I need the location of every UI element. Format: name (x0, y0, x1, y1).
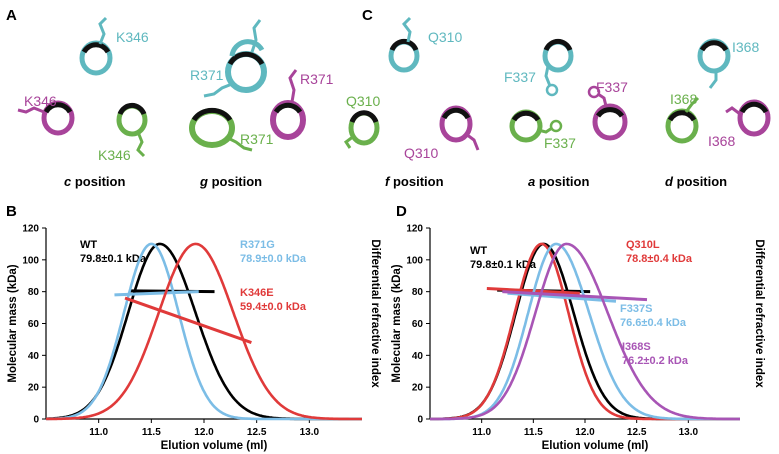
panel-letter-b: B (6, 203, 17, 220)
residue-label: F337 (504, 69, 536, 85)
residue-label: Q310 (428, 29, 462, 45)
series-name-label: WT (470, 245, 487, 257)
x-tick-label: 11.0 (89, 427, 108, 438)
series-mass-label: 76.6±0.4 kDa (620, 317, 687, 329)
y-tick-label: 0 (33, 415, 39, 426)
series-mass-label: 76.2±0.2 kDa (622, 355, 689, 367)
y-tick-label: 80 (28, 287, 40, 298)
panel-letter-a: A (6, 7, 17, 24)
y-axis-title: Molecular mass (kDa) (391, 264, 403, 382)
x-tick-label: 11.5 (524, 427, 543, 438)
y-tick-label: 80 (412, 287, 424, 298)
y-tick-label: 40 (28, 351, 40, 362)
series-name-label: K346E (240, 287, 274, 299)
y-tick-label: 100 (22, 255, 39, 266)
mass-line-r371g (114, 290, 199, 297)
series-curve-k346e (45, 242, 362, 421)
helix-c-d-top (697, 38, 731, 89)
x-tick-label: 13.0 (300, 427, 320, 438)
mass-line-i368s (502, 290, 648, 302)
residue-label: R371 (240, 131, 274, 147)
helix-a-g-left (189, 107, 253, 152)
residue-label: Q310 (404, 145, 438, 161)
panel-letter-d: D (396, 203, 407, 220)
residue-label: F337 (544, 135, 576, 151)
residue-label: K346 (98, 147, 131, 163)
helix-c-a-right (587, 85, 628, 141)
y2-axis-title: Differential refractive index (369, 239, 381, 388)
residue-label: R371 (300, 71, 334, 87)
residue-label: I368 (708, 133, 735, 149)
y-tick-label: 20 (28, 383, 40, 394)
y-tick-label: 0 (417, 415, 423, 426)
x-tick-label: 12.0 (194, 427, 214, 438)
residue-label: Q310 (346, 93, 380, 109)
helix-a-c-top (79, 16, 113, 76)
x-tick-label: 11.5 (142, 427, 161, 438)
y-axis-title: Molecular mass (kDa) (7, 264, 19, 382)
helix-c-a-left (509, 109, 563, 143)
series-name-label: F337S (620, 303, 652, 315)
x-axis-title: Elution volume (ml) (542, 440, 649, 452)
residue-label: I368 (732, 39, 759, 55)
y-tick-label: 20 (412, 383, 424, 394)
chart-b: 0 20 40 60 80 100 120 11.0 11.5 12.0 12.5 13.0 Eluti… (7, 224, 381, 453)
position-label-d: d position (665, 174, 727, 189)
series-mass-label: 59.4±0.0 kDa (240, 301, 307, 313)
y-tick-label: 120 (406, 224, 423, 235)
mass-line-f337s (507, 291, 617, 303)
series-mass-label: 78.8±0.4 kDa (626, 253, 693, 265)
helix-c-f-left (343, 110, 380, 149)
helix-c-d-right (725, 99, 771, 137)
helix-a-g-top (203, 19, 267, 98)
chart-d: 0 20 40 60 80 100 120 11.0 11.5 12.0 12.5 13.0 Eluti… (391, 224, 765, 453)
y-tick-label: 60 (28, 319, 40, 330)
position-label-f: f position (385, 174, 444, 189)
x-tick-label: 12.0 (575, 427, 595, 438)
series-name-label: I368S (622, 341, 651, 353)
residue-label: I368 (670, 91, 697, 107)
series-name-label: R371G (240, 239, 275, 251)
x-tick-label: 12.5 (627, 427, 647, 438)
y-tick-label: 40 (412, 351, 424, 362)
helix-c-d-left (665, 96, 700, 144)
x-axis-title: Elution volume (ml) (161, 440, 268, 452)
series-curve-r371g (46, 242, 362, 421)
series-name-label: Q310L (626, 239, 660, 251)
y-tick-label: 120 (22, 224, 39, 235)
helix-a-c-left (17, 100, 75, 136)
series-mass-label: 79.8±0.1 kDa (80, 253, 147, 265)
y-tick-label: 60 (412, 319, 424, 330)
series-curve-i368s (430, 242, 740, 421)
position-label-a: a position (528, 174, 589, 189)
panel-letter-c: C (362, 7, 373, 24)
helix-c-f-right (439, 105, 480, 151)
residue-label: K346 (116, 29, 149, 45)
series-name-label: WT (80, 239, 97, 251)
x-tick-label: 12.5 (247, 427, 267, 438)
y-tick-label: 100 (406, 255, 423, 266)
x-tick-label: 13.0 (679, 427, 699, 438)
mass-line-k346e (124, 296, 252, 345)
x-tick-label: 11.0 (472, 427, 491, 438)
y2-axis-title: Differential refractive index (753, 239, 765, 388)
series-mass-label: 78.9±0.0 kDa (240, 253, 307, 265)
residue-label: F337 (596, 79, 628, 95)
helix-c-a-top (542, 38, 574, 97)
position-label-c: c position (64, 174, 125, 189)
residue-label: K346 (24, 93, 57, 109)
helix-a-c-right (116, 102, 148, 158)
series-mass-label: 79.8±0.1 kDa (470, 259, 537, 271)
position-label-g: g position (199, 174, 262, 189)
helix-c-f-top (388, 16, 420, 73)
residue-label: R371 (190, 67, 224, 83)
helix-a-g-right (270, 69, 306, 140)
